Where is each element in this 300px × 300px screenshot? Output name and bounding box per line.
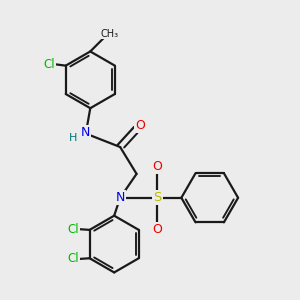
Text: Cl: Cl <box>68 223 79 236</box>
Text: N: N <box>81 126 91 139</box>
Text: N: N <box>116 191 125 204</box>
Text: Cl: Cl <box>68 253 79 266</box>
Text: Cl: Cl <box>44 58 56 70</box>
Text: H: H <box>69 133 77 143</box>
Text: O: O <box>152 223 162 236</box>
Text: O: O <box>135 119 145 132</box>
Text: O: O <box>152 160 162 173</box>
Text: CH₃: CH₃ <box>100 28 118 38</box>
Text: S: S <box>153 191 162 204</box>
